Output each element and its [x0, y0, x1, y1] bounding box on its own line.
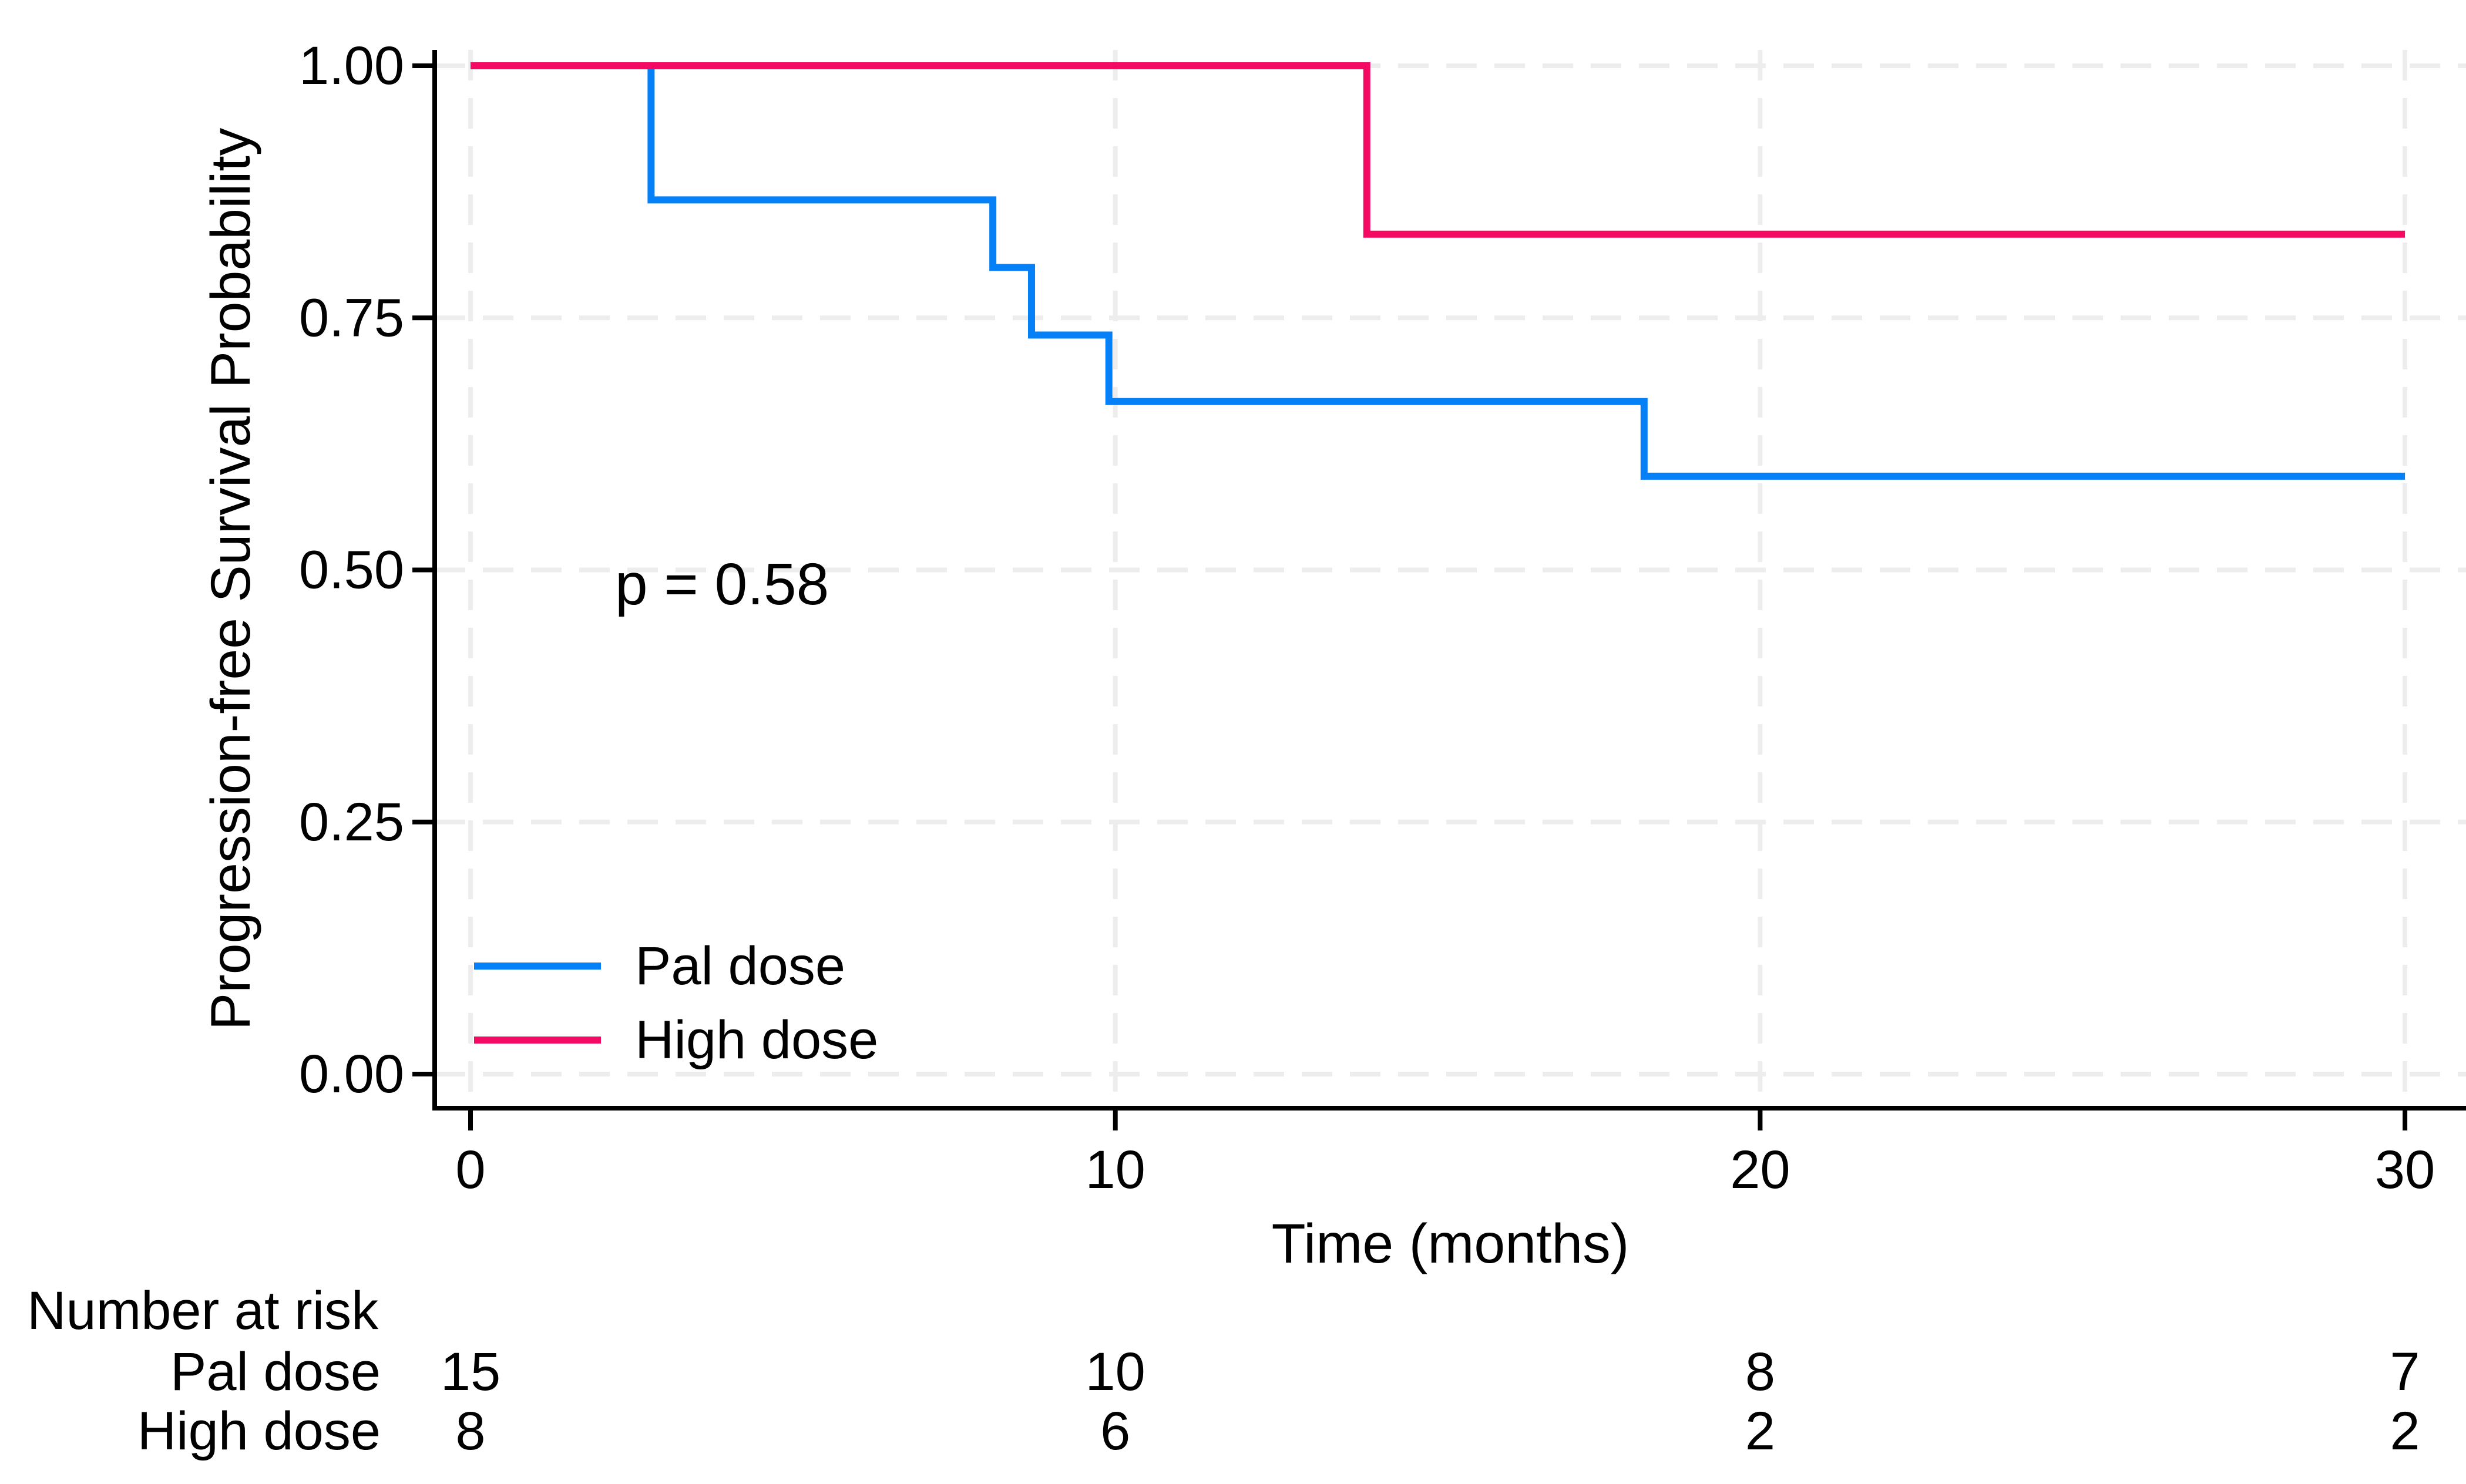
- y-tick-label: 0.50: [299, 540, 404, 600]
- p-value-annotation: p = 0.58: [615, 551, 829, 617]
- risk-count: 2: [2390, 1401, 2420, 1461]
- survival-curves: [471, 62, 2405, 480]
- risk-count: 7: [2390, 1342, 2420, 1402]
- y-tick-label: 1.00: [299, 36, 404, 96]
- y-tick-label: 0.00: [299, 1044, 404, 1104]
- risk-row-label-high-dose: High dose: [137, 1401, 381, 1461]
- axis-tick-marks: [412, 63, 2408, 1130]
- y-tick-label: 0.25: [299, 792, 404, 852]
- y-axis-tick-labels: 0.00 0.25 0.50 0.75 1.00: [299, 36, 404, 1104]
- number-at-risk-heading: Number at risk: [27, 1281, 379, 1341]
- legend-label-pal-dose: Pal dose: [635, 936, 845, 996]
- y-tick-label: 0.75: [299, 288, 404, 348]
- risk-count: 6: [1100, 1401, 1130, 1461]
- risk-count-values: 15 10 8 7 8 6 2 2: [441, 1342, 2420, 1461]
- pal-dose-curve: [471, 62, 2405, 480]
- risk-count: 2: [1745, 1401, 1775, 1461]
- x-axis-tick-labels: 0 10 20 30: [455, 1140, 2435, 1200]
- number-at-risk-table: Number at risk Pal dose High dose 15 10 8 7…: [27, 1281, 2420, 1461]
- risk-count: 15: [441, 1342, 500, 1402]
- y-axis-title: Progression-free Survival Probability: [200, 127, 262, 1030]
- legend-label-high-dose: High dose: [635, 1010, 878, 1070]
- legend: Pal dose High dose: [474, 936, 878, 1070]
- risk-count: 10: [1086, 1342, 1145, 1402]
- risk-count: 8: [1745, 1342, 1775, 1402]
- x-axis-title: Time (months): [1272, 1213, 1630, 1275]
- risk-count: 8: [455, 1401, 485, 1461]
- high-dose-curve: [471, 62, 2405, 238]
- x-tick-label: 30: [2375, 1140, 2435, 1200]
- x-tick-label: 10: [1086, 1140, 1145, 1200]
- x-tick-label: 20: [1730, 1140, 1790, 1200]
- risk-row-label-pal-dose: Pal dose: [170, 1342, 381, 1402]
- x-tick-label: 0: [455, 1140, 485, 1200]
